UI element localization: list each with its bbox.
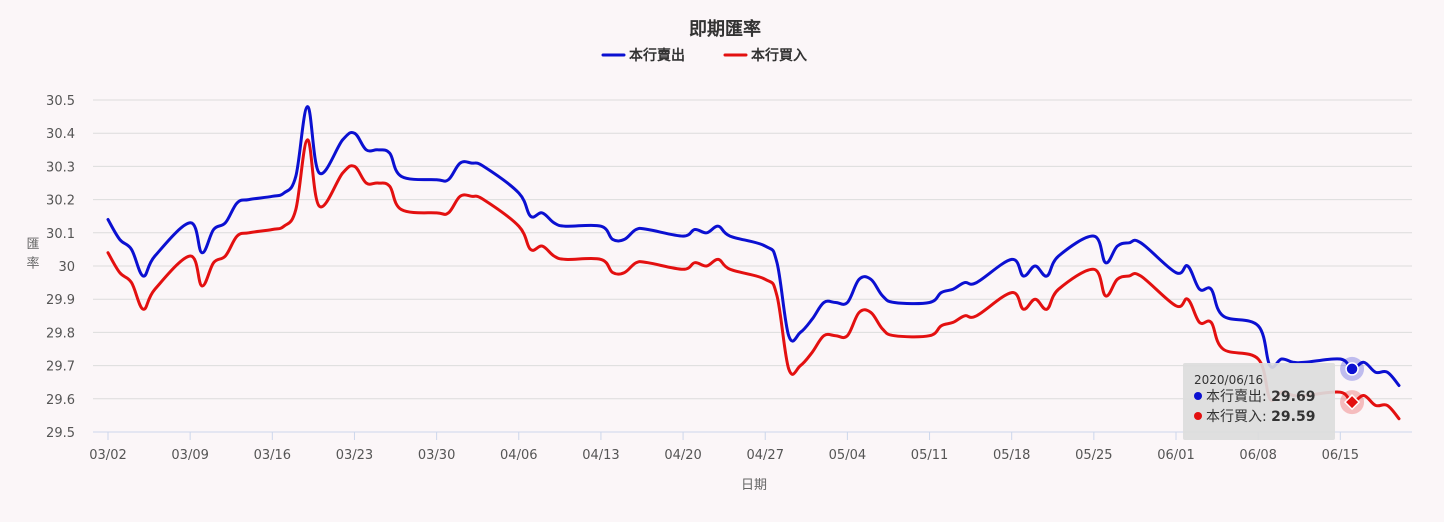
x-tick-label: 05/18 — [993, 448, 1030, 463]
legend-label-sell: 本行賣出 — [629, 47, 685, 64]
tooltip-dot-sell — [1194, 392, 1202, 400]
series-lines — [106, 105, 1401, 421]
legend-item-sell[interactable]: 本行賣出 — [601, 47, 685, 64]
tooltip: 2020/06/16 本行賣出: 29.69 本行買入: 29.59 — [1183, 363, 1335, 440]
y-tick-label: 30.2 — [46, 194, 75, 209]
tooltip-dot-buy — [1194, 412, 1202, 420]
y-tick-label: 30.4 — [46, 127, 75, 142]
tooltip-sep-sell: : — [1262, 389, 1272, 405]
x-tick-label: 04/13 — [582, 448, 619, 463]
x-tick-label: 03/02 — [89, 448, 126, 463]
hover-marker-buy — [1343, 394, 1361, 411]
tooltip-name-sell: 本行賣出 — [1206, 389, 1262, 405]
chart-title: 即期匯率 — [689, 18, 761, 40]
series-line-sell — [106, 105, 1401, 387]
hover-marker-sell — [1345, 362, 1359, 376]
x-tick-label: 04/27 — [747, 448, 784, 463]
x-tick-label: 04/20 — [664, 448, 701, 463]
y-axis-ticks: 30.5 30.4 30.3 30.2 30.1 30 29.9 29.8 29.7 29.6 29… — [46, 94, 75, 441]
x-tick-label: 03/16 — [254, 448, 291, 463]
x-tick-label: 06/15 — [1322, 448, 1359, 463]
x-tick-label: 05/11 — [911, 448, 948, 463]
x-tick-label: 03/09 — [171, 448, 208, 463]
x-tick-label: 04/06 — [500, 448, 537, 463]
y-axis-label: 匯率 — [24, 237, 40, 275]
tooltip-date: 2020/06/16 — [1194, 373, 1264, 387]
tooltip-name-buy: 本行買入 — [1206, 409, 1262, 425]
hover-markers — [1340, 356, 1365, 415]
x-tick-label: 06/01 — [1157, 448, 1194, 463]
x-axis-label: 日期 — [741, 478, 767, 493]
tooltip-row-sell: 本行賣出: 29.69 — [1194, 387, 1325, 407]
x-axis: 03/02 03/09 03/16 03/23 03/30 04/06 04/13 04/20… — [89, 432, 1359, 463]
y-tick-label: 29.7 — [46, 360, 75, 375]
x-tick-label: 03/30 — [418, 448, 455, 463]
tooltip-value-buy: 29.59 — [1271, 409, 1316, 425]
y-tick-label: 29.5 — [46, 426, 75, 441]
legend: 本行賣出 本行買入 — [601, 47, 807, 64]
y-tick-label: 30.3 — [46, 160, 75, 175]
tooltip-value-sell: 29.69 — [1271, 389, 1316, 405]
legend-label-buy: 本行買入 — [751, 47, 807, 64]
x-tick-label: 05/25 — [1075, 448, 1112, 463]
y-tick-label: 30.1 — [46, 227, 75, 242]
y-tick-label: 30 — [58, 260, 75, 275]
x-tick-label: 06/08 — [1239, 448, 1276, 463]
y-tick-label: 29.8 — [46, 326, 75, 341]
x-tick-label: 03/23 — [336, 448, 373, 463]
y-tick-label: 29.6 — [46, 393, 75, 408]
tooltip-row-buy: 本行買入: 29.59 — [1194, 407, 1325, 427]
y-tick-label: 30.5 — [46, 94, 75, 109]
x-tick-label: 05/04 — [829, 448, 866, 463]
tooltip-sep-buy: : — [1262, 409, 1272, 425]
legend-item-buy[interactable]: 本行買入 — [723, 47, 807, 64]
series-line-buy — [106, 138, 1401, 421]
y-tick-label: 29.9 — [46, 293, 75, 308]
